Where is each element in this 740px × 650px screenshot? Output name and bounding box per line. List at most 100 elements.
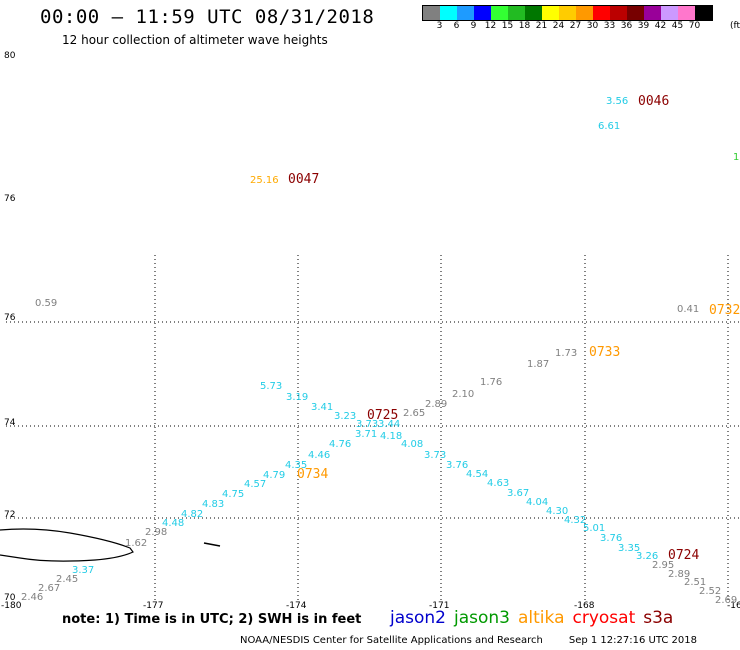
wave-height-value: 1.62 bbox=[125, 538, 147, 549]
pass-time-label: 0047 bbox=[288, 172, 319, 187]
legend-label: 33 bbox=[603, 21, 616, 31]
legend-swatch-11 bbox=[610, 6, 627, 20]
footer-credit: NOAA/NESDIS Center for Satellite Applica… bbox=[240, 635, 697, 646]
wave-height-value: 2.46 bbox=[21, 592, 43, 603]
wave-height-value: 0.41 bbox=[677, 304, 699, 315]
latitude-label: 72 bbox=[4, 510, 15, 520]
latitude-label: 76 bbox=[4, 194, 16, 204]
longitude-label: -177 bbox=[143, 601, 163, 611]
satellite-jason3: jason3 bbox=[454, 608, 510, 628]
axis-labels: 80 76 76 74 72 70-180 -177 -174 -171 -168 -16 bbox=[1, 51, 740, 611]
legend-label: 70 bbox=[688, 21, 701, 31]
wave-height-value: 4.35 bbox=[285, 460, 307, 471]
map-grid bbox=[6, 255, 740, 600]
pass-time-label: 0734 bbox=[297, 467, 328, 482]
longitude-label: -168 bbox=[574, 601, 595, 611]
pass-time-label: 0733 bbox=[589, 345, 620, 360]
satellite-altika: altika bbox=[518, 608, 565, 628]
wave-height-value: 4.79 bbox=[263, 470, 285, 481]
wave-height-value: 3.73 bbox=[356, 419, 378, 430]
wave-height-value: 2.69 bbox=[715, 595, 737, 606]
longitude-label: -171 bbox=[429, 601, 449, 611]
wave-height-value: 3.67 bbox=[507, 488, 529, 499]
wave-height-value: 4.32 bbox=[564, 515, 586, 526]
latitude-label: 70 bbox=[4, 593, 16, 603]
wave-height-value: 4.18 bbox=[380, 431, 402, 442]
legend-label: 6 bbox=[453, 21, 460, 31]
wave-height-value: 3.44 bbox=[378, 419, 400, 430]
wave-height-value: 1.76 bbox=[480, 377, 502, 388]
legend-swatch-4 bbox=[491, 6, 508, 20]
pass-time-labels: 0046 0047 0732 0733 0725 0734 0724 bbox=[288, 94, 740, 563]
legend-label: 39 bbox=[637, 21, 650, 31]
pass-time-label: 0046 bbox=[638, 94, 669, 109]
wave-height-value: 5.73 bbox=[260, 381, 282, 392]
legend-label: 3 bbox=[436, 21, 443, 31]
wave-height-value: 2.89 bbox=[668, 569, 690, 580]
color-scale-labels: 3 6 9 12 15 18 21 24 27 30 33 36 39 42 45 70 bbox=[422, 21, 740, 33]
wave-height-value: 3.73 bbox=[424, 450, 446, 461]
wave-height-value: 2.67 bbox=[38, 583, 60, 594]
latitude-label: 74 bbox=[4, 418, 16, 428]
wave-height-value: 1. bbox=[733, 152, 740, 163]
wave-height-value: 5.01 bbox=[583, 523, 605, 534]
legend-swatch-6 bbox=[525, 6, 542, 20]
wave-height-value: 3.23 bbox=[334, 411, 356, 422]
wave-height-value: 2.45 bbox=[56, 574, 78, 585]
wave-height-value: 4.54 bbox=[466, 469, 488, 480]
wave-height-value: 1.87 bbox=[527, 359, 549, 370]
wave-height-value: 3.56 bbox=[606, 96, 628, 107]
wave-height-value: 3.76 bbox=[446, 460, 468, 471]
coastline-landmass bbox=[0, 528, 134, 562]
legend-label: 9 bbox=[470, 21, 477, 31]
wave-height-value: 3.41 bbox=[311, 402, 333, 413]
wave-height-values: 3.56 6.61 1. 25.16 0.59 0.41 1.73 1.87 1.76 2.10 2… bbox=[21, 96, 740, 606]
legend-swatch-16 bbox=[695, 6, 712, 20]
footer-note: note: 1) Time is in UTC; 2) SWH is in fe… bbox=[62, 612, 362, 627]
wave-height-value: 3.76 bbox=[600, 533, 622, 544]
legend-label: 45 bbox=[671, 21, 684, 31]
legend-swatch-3 bbox=[474, 6, 491, 20]
legend-label: 18 bbox=[518, 21, 531, 31]
legend-swatch-10 bbox=[593, 6, 610, 20]
longitude-label: -16 bbox=[727, 601, 740, 611]
color-scale-legend bbox=[422, 5, 713, 21]
satellite-cryosat: cryosat bbox=[572, 608, 636, 628]
satellite-legend: jason2 jason3 altika cryosat s3a bbox=[390, 608, 681, 628]
wave-height-value: 2.98 bbox=[145, 527, 167, 538]
legend-swatch-2 bbox=[457, 6, 474, 20]
wave-height-value: 3.35 bbox=[618, 543, 640, 554]
legend-label: 12 bbox=[484, 21, 497, 31]
legend-label: 27 bbox=[569, 21, 582, 31]
legend-swatch-9 bbox=[576, 6, 593, 20]
wave-height-value: 6.61 bbox=[598, 121, 620, 132]
credit-text: NOAA/NESDIS Center for Satellite Applica… bbox=[240, 635, 543, 646]
wave-height-value: 2.51 bbox=[684, 577, 706, 588]
longitude-label: -174 bbox=[286, 601, 307, 611]
wave-height-value: 3.37 bbox=[72, 565, 94, 576]
wave-height-value: 1.73 bbox=[555, 348, 577, 359]
legend-swatch-15 bbox=[678, 6, 695, 20]
legend-unit: (ft) bbox=[730, 21, 740, 31]
wave-height-value: 3.19 bbox=[286, 392, 308, 403]
legend-label: 42 bbox=[654, 21, 667, 31]
latitude-label: 76 bbox=[4, 313, 16, 323]
satellite-jason2: jason2 bbox=[390, 608, 446, 628]
legend-label: 30 bbox=[586, 21, 599, 31]
small-island bbox=[203, 542, 221, 547]
wave-height-value: 4.30 bbox=[546, 506, 568, 517]
page-title: 00:00 – 11:59 UTC 08/31/2018 bbox=[40, 6, 375, 28]
wave-height-value: 4.08 bbox=[401, 439, 423, 450]
wave-height-value: 2.52 bbox=[699, 586, 721, 597]
pass-time-label: 0732 bbox=[709, 303, 740, 318]
legend-label: 24 bbox=[552, 21, 565, 31]
wave-height-value: 0.59 bbox=[35, 298, 57, 309]
wave-height-value: 3.26 bbox=[636, 551, 658, 562]
legend-swatch-7 bbox=[542, 6, 559, 20]
wave-height-value: 4.83 bbox=[202, 499, 224, 510]
wave-height-value: 2.89 bbox=[425, 399, 447, 410]
wave-height-value: 4.76 bbox=[329, 439, 351, 450]
wave-height-value: 4.48 bbox=[162, 518, 184, 529]
legend-label: 21 bbox=[535, 21, 548, 31]
